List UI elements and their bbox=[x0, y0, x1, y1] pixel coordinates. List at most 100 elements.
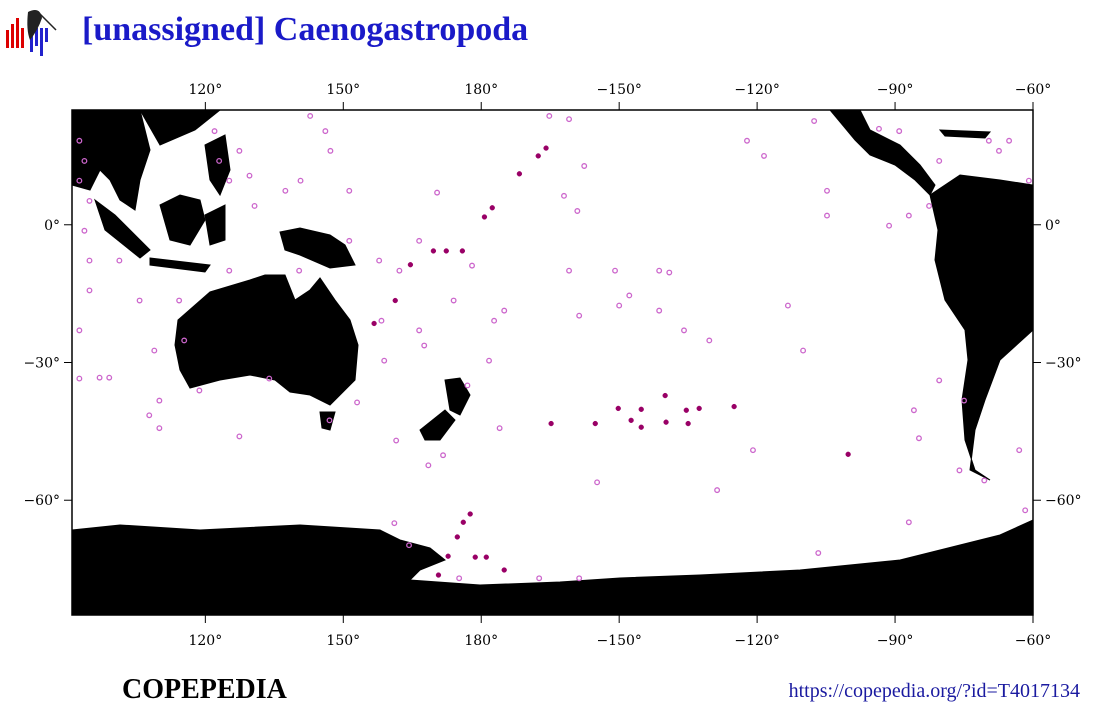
occurrence-point bbox=[1016, 447, 1023, 454]
occurrence-point bbox=[226, 267, 233, 274]
occurrence-point bbox=[516, 171, 523, 177]
footer-brand: COPEPEDIA bbox=[122, 674, 288, 705]
occurrence-point bbox=[176, 297, 183, 304]
occurrence-point bbox=[459, 248, 466, 254]
map-area bbox=[71, 109, 1034, 616]
occurrence-point bbox=[926, 202, 933, 209]
occurrence-point bbox=[501, 567, 507, 573]
occurrence-point bbox=[156, 425, 163, 432]
occurrence-point bbox=[501, 307, 508, 314]
occurrence-point bbox=[656, 307, 663, 314]
occurrence-point bbox=[136, 297, 143, 304]
occurrence-point bbox=[536, 575, 543, 582]
occurrence-point bbox=[354, 399, 361, 406]
occurrence-point bbox=[1025, 177, 1032, 184]
occurrence-point bbox=[615, 405, 621, 412]
occurrence-point bbox=[561, 192, 567, 199]
occurrence-point bbox=[961, 397, 967, 404]
occurrence-point bbox=[486, 357, 492, 364]
occurrence-point bbox=[1022, 507, 1029, 514]
occurrence-point bbox=[576, 575, 583, 582]
occurrence-point bbox=[784, 302, 791, 309]
occurrence-point bbox=[456, 575, 463, 582]
occurrence-point bbox=[211, 128, 218, 135]
occurrence-point bbox=[576, 312, 583, 319]
occurrence-point bbox=[266, 375, 273, 382]
lon-tick-label: 120° bbox=[188, 82, 222, 98]
occurrence-point bbox=[594, 479, 601, 486]
occurrence-point bbox=[696, 405, 702, 412]
occurrence-point bbox=[800, 347, 807, 354]
occurrence-point bbox=[425, 462, 432, 469]
occurrence-point bbox=[460, 519, 466, 525]
occurrence-point bbox=[981, 477, 988, 484]
occurrence-point bbox=[151, 347, 158, 354]
occurrence-point bbox=[666, 269, 673, 276]
lon-tick-label: −60° bbox=[1015, 82, 1052, 98]
occurrence-point bbox=[845, 451, 851, 457]
occurrence-point bbox=[416, 327, 423, 334]
occurrence-point bbox=[750, 447, 756, 454]
occurrence-point bbox=[156, 397, 163, 404]
occurrence-point bbox=[663, 419, 669, 425]
occurrence-point bbox=[391, 520, 398, 527]
occurrence-point bbox=[936, 377, 943, 384]
occurrence-point bbox=[876, 125, 882, 132]
occurrence-point bbox=[216, 158, 223, 164]
occurrence-point bbox=[491, 317, 498, 324]
occurrence-point bbox=[612, 267, 618, 274]
occurrence-point bbox=[406, 542, 412, 549]
occurrence-point bbox=[236, 433, 243, 440]
occurrence-point bbox=[815, 550, 822, 556]
occurrence-point bbox=[685, 420, 691, 427]
occurrence-point bbox=[326, 417, 333, 424]
lon-tick-label: −120° bbox=[734, 82, 779, 98]
land bbox=[71, 109, 1034, 616]
occurrence-point bbox=[496, 425, 503, 432]
occurrence-point bbox=[86, 287, 93, 294]
occurrence-point bbox=[76, 137, 83, 144]
occurrence-point bbox=[469, 262, 475, 269]
occurrence-point bbox=[936, 158, 943, 164]
lat-tick-label: −60° bbox=[1045, 493, 1082, 509]
occurrence-point bbox=[296, 267, 303, 274]
logo bbox=[6, 10, 57, 56]
occurrence-point bbox=[76, 375, 83, 382]
occurrence-point bbox=[467, 511, 473, 517]
occurrence-point bbox=[548, 420, 554, 427]
occurrence-point bbox=[956, 467, 963, 474]
lon-tick-label: 120° bbox=[188, 633, 222, 649]
lon-tick-label: −60° bbox=[1015, 633, 1052, 649]
occurrence-point bbox=[430, 248, 437, 254]
lat-tick-label: 0° bbox=[1045, 218, 1061, 234]
occurrence-point bbox=[440, 452, 447, 459]
occurrence-point bbox=[81, 158, 88, 164]
occurrence-point bbox=[443, 248, 449, 254]
lat-tick-label: 0° bbox=[44, 218, 60, 234]
occurrence-point bbox=[543, 145, 549, 151]
occurrence-point bbox=[392, 297, 398, 304]
lon-tick-label: −150° bbox=[596, 82, 641, 98]
occurrence-point bbox=[435, 572, 442, 578]
occurrence-point bbox=[371, 320, 377, 327]
lon-tick-label: −120° bbox=[734, 633, 779, 649]
occurrence-point bbox=[626, 292, 633, 299]
occurrence-point bbox=[683, 407, 689, 413]
title: [unassigned] Caenogastropoda bbox=[82, 11, 528, 48]
occurrence-point bbox=[472, 554, 478, 560]
occurrence-point bbox=[910, 407, 917, 414]
lon-tick-label: −90° bbox=[877, 82, 914, 98]
occurrence-point bbox=[761, 152, 767, 159]
occurrence-point bbox=[346, 237, 353, 244]
occurrence-point bbox=[896, 128, 903, 135]
lon-tick-label: −90° bbox=[877, 633, 914, 649]
occurrence-point bbox=[714, 487, 721, 494]
occurrence-point bbox=[421, 342, 428, 349]
occurrence-point bbox=[546, 113, 553, 119]
occurrence-point bbox=[196, 387, 203, 394]
occurrence-point bbox=[86, 197, 93, 204]
occurrence-point bbox=[481, 214, 488, 220]
footer-url[interactable]: https://copepedia.org/?id=T4017134 bbox=[789, 680, 1080, 702]
occurrence-point bbox=[824, 212, 830, 219]
